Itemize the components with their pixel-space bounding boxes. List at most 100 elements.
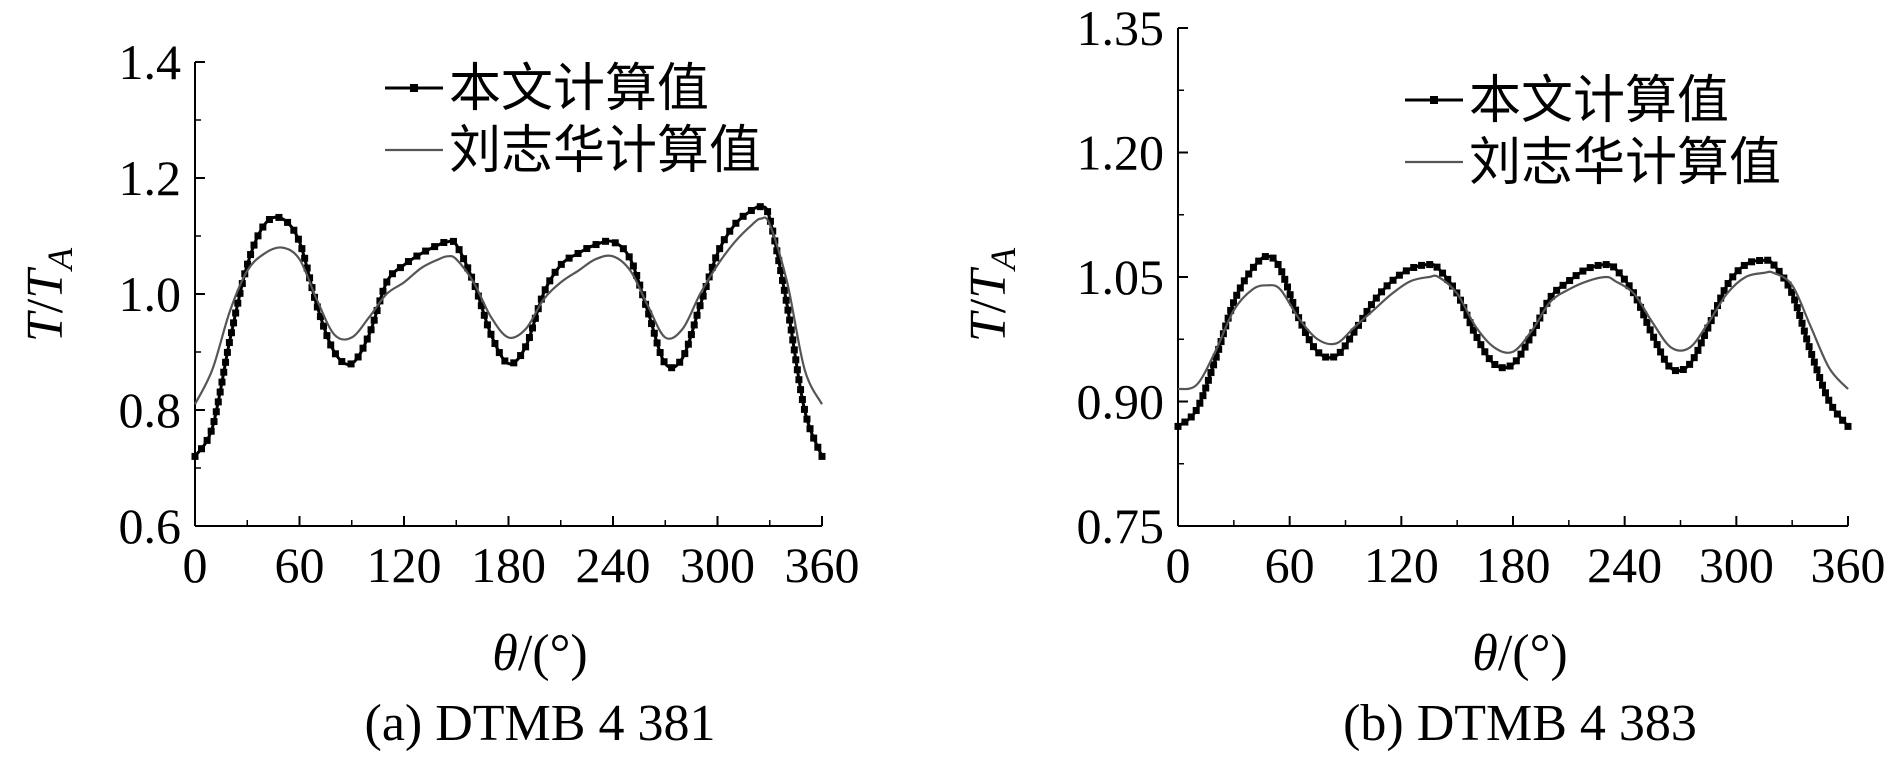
series-marker [449, 237, 457, 245]
series-marker [795, 376, 803, 384]
chart-b-axes: 0 60 120 180 240 300 360 0.75 0.90 1.05 1.20 1.35 [1077, 0, 1886, 593]
series-marker [777, 267, 785, 275]
series-marker [565, 254, 573, 262]
series-marker [1305, 336, 1313, 344]
series-marker [739, 212, 747, 220]
series-marker [254, 232, 262, 240]
series-marker [789, 336, 797, 344]
series-marker [546, 277, 554, 285]
series-marker [203, 436, 211, 444]
series-marker [574, 249, 582, 257]
series-marker [510, 359, 518, 367]
series-marker [225, 339, 233, 347]
series-marker [551, 268, 559, 276]
series-marker [1286, 291, 1294, 299]
series-marker [708, 263, 716, 271]
legend-label-0: 本文计算值 [449, 59, 709, 119]
series-marker [440, 238, 448, 246]
series-marker [460, 255, 468, 263]
series-marker [696, 302, 704, 310]
series-marker [218, 378, 226, 386]
series-marker [1301, 328, 1309, 336]
series-marker [687, 331, 695, 339]
series-marker [1350, 328, 1358, 336]
legend-marker [410, 84, 418, 92]
series-marker [1821, 389, 1829, 397]
series-marker [298, 245, 306, 253]
series-marker [1512, 357, 1520, 365]
series-marker [716, 245, 724, 253]
series-marker [1818, 381, 1826, 389]
series-marker [1810, 358, 1818, 366]
series-marker [625, 253, 633, 261]
series-marker [1803, 335, 1811, 343]
series-marker [1309, 343, 1317, 351]
series-marker [1402, 267, 1410, 275]
series-marker [1477, 341, 1485, 349]
series-marker [645, 310, 653, 318]
series-marker [650, 329, 658, 337]
series-marker [1517, 350, 1525, 358]
series-marker [1212, 353, 1220, 361]
series-marker [1729, 273, 1737, 281]
series-marker [1196, 399, 1204, 407]
y-tick-label: 1.0 [119, 266, 182, 322]
y-tick-label: 1.2 [119, 150, 182, 206]
chart-a-axes: 0 60 120 180 240 300 360 0.6 0.8 1.0 1.2 1.4 [119, 34, 860, 593]
series-marker [301, 254, 309, 262]
series-marker [779, 276, 787, 284]
series-marker [313, 303, 321, 311]
series-marker [1448, 282, 1456, 290]
series-marker [265, 216, 273, 224]
series-marker [222, 358, 230, 366]
series-marker [1227, 306, 1235, 314]
series-marker [1697, 339, 1705, 347]
series-marker [1389, 276, 1397, 284]
series-marker [1240, 277, 1248, 285]
series-marker [474, 292, 482, 300]
series-marker [1229, 299, 1237, 307]
series-marker [522, 343, 530, 351]
series-marker [1808, 350, 1816, 358]
series-marker [373, 307, 381, 315]
series-marker [396, 264, 404, 272]
series-marker [1704, 324, 1712, 332]
series-marker [1233, 291, 1241, 299]
y-tick-label: 1.4 [119, 34, 182, 90]
series-marker [1481, 348, 1489, 356]
series-marker [756, 203, 764, 211]
x-tick-label: 60 [1265, 537, 1315, 593]
series-marker [1800, 327, 1808, 335]
x-tick-label: 0 [183, 537, 208, 593]
series-marker [684, 340, 692, 348]
series-marker [633, 271, 641, 279]
series-marker [1363, 307, 1371, 315]
series-marker [541, 286, 549, 294]
series-marker [1245, 270, 1253, 278]
series-marker [668, 364, 676, 372]
series-marker [1274, 260, 1282, 268]
series-marker [1463, 311, 1471, 319]
series-marker [1646, 326, 1654, 334]
series-marker [370, 316, 378, 324]
series-marker [732, 219, 740, 227]
series-marker [1181, 418, 1189, 426]
series-marker [1199, 392, 1207, 400]
series-marker [1625, 282, 1633, 290]
series-marker [259, 223, 267, 231]
y-tick-label: 0.8 [119, 382, 182, 438]
series-marker [234, 299, 242, 307]
x-tick-label: 120 [367, 537, 442, 593]
y-tick-label: 0.90 [1077, 374, 1165, 430]
series-marker [1671, 367, 1679, 375]
series-marker [800, 405, 808, 413]
series-marker [1372, 294, 1380, 302]
legend-label-0: 本文计算值 [1469, 71, 1729, 131]
series-marker [294, 235, 302, 243]
series-marker [529, 324, 537, 332]
series-marker [642, 300, 650, 308]
series-marker [383, 278, 391, 286]
series-marker [1559, 281, 1567, 289]
series-marker [320, 322, 328, 330]
series-marker [379, 287, 387, 295]
